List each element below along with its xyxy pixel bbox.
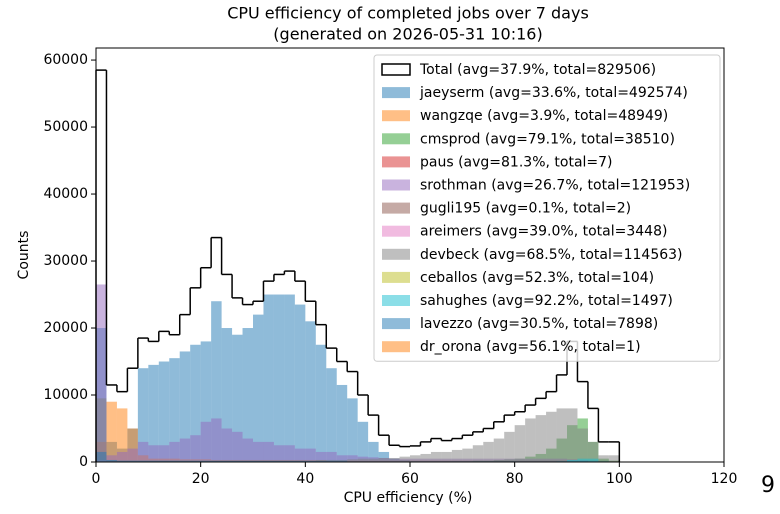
histogram-bar (504, 432, 514, 462)
histogram-bar (253, 315, 263, 462)
histogram-bar (326, 368, 336, 462)
legend-swatch (382, 87, 410, 98)
legend-swatch (382, 180, 410, 191)
histogram-bar (400, 457, 410, 462)
legend-label: wangzqe (avg=3.9%, total=48949) (420, 108, 668, 124)
histogram-bar (358, 422, 368, 462)
legend-label: sahughes (avg=92.2%, total=1497) (420, 293, 673, 309)
histogram-bar (452, 450, 462, 462)
y-tick-label: 30000 (43, 253, 88, 269)
legend-label: devbeck (avg=68.5%, total=114563) (420, 247, 683, 263)
legend-swatch (382, 226, 410, 237)
histogram-bar (567, 408, 577, 462)
y-tick-label: 50000 (43, 119, 88, 135)
histogram-bar (473, 445, 483, 462)
y-tick-label: 40000 (43, 186, 88, 202)
x-tick-label: 20 (192, 471, 210, 487)
legend-label: paus (avg=81.3%, total=7) (420, 154, 613, 170)
histogram-bar (525, 418, 535, 462)
histogram-bar (96, 452, 106, 462)
histogram-bar (138, 442, 148, 462)
histogram-bar (515, 425, 525, 462)
x-tick-label: 60 (401, 471, 419, 487)
legend-label: gugli195 (avg=0.1%, total=2) (420, 201, 631, 217)
histogram-bar (305, 321, 315, 462)
histogram-bar (316, 345, 326, 462)
x-tick-label: 0 (92, 471, 101, 487)
histogram-bar (577, 429, 587, 462)
legend-label: areimers (avg=39.0%, total=3448) (420, 224, 667, 240)
legend-label: lavezzo (avg=30.5%, total=7898) (420, 316, 658, 332)
legend-label: srothman (avg=26.7%, total=121953) (420, 178, 690, 194)
histogram-bar (295, 305, 305, 462)
histogram-bar (431, 452, 441, 462)
legend-label: cmsprod (avg=79.1%, total=38510) (420, 131, 675, 147)
legend-swatch (382, 295, 410, 306)
chart-title: CPU efficiency of completed jobs over 7 … (227, 4, 589, 23)
histogram-bar (410, 455, 420, 462)
histogram-bar (222, 429, 232, 462)
histogram-bar (588, 459, 598, 462)
chart-subtitle: (generated on 2026-05-31 10:16) (273, 25, 542, 44)
histogram-bar (284, 295, 294, 462)
legend-label: dr_orona (avg=56.1%, total=1) (420, 339, 641, 355)
y-axis-label: Counts (16, 231, 32, 280)
histogram-bar (494, 439, 504, 462)
legend-swatch (382, 272, 410, 283)
histogram-bar (159, 445, 169, 462)
histogram-bar (347, 398, 357, 462)
histogram-bar (263, 295, 273, 462)
y-tick-label: 10000 (43, 387, 88, 403)
histogram-bar (337, 385, 347, 462)
legend-swatch (382, 110, 410, 121)
histogram-bar (420, 454, 430, 462)
y-tick-label: 60000 (43, 52, 88, 68)
histogram-bar (295, 449, 305, 462)
legend-swatch (382, 64, 410, 75)
legend-label: jaeyserm (avg=33.6%, total=492574) (419, 85, 688, 101)
y-tick-label: 20000 (43, 320, 88, 336)
legend-label: Total (avg=37.9%, total=829506) (419, 62, 656, 78)
legend-swatch (382, 133, 410, 144)
histogram-bar (211, 418, 221, 462)
histogram-bar (462, 449, 472, 462)
histogram-bar (127, 449, 137, 462)
histogram-bar (305, 449, 315, 462)
histogram-bar (106, 402, 116, 462)
histogram-bar (557, 408, 567, 462)
histogram-bar (190, 435, 200, 462)
histogram-bar (243, 439, 253, 462)
histogram-bar (598, 455, 608, 462)
histogram-bar (284, 445, 294, 462)
x-tick-label: 120 (711, 471, 738, 487)
histogram-bar (263, 442, 273, 462)
histogram-bar (253, 442, 263, 462)
histogram-bar (546, 412, 556, 462)
corner-text: 9 (761, 473, 775, 498)
legend-swatch (382, 341, 410, 352)
histogram-bar (274, 445, 284, 462)
x-tick-label: 80 (506, 471, 524, 487)
histogram-bar (274, 295, 284, 462)
legend-swatch (382, 249, 410, 260)
histogram-bar (441, 452, 451, 462)
histogram-bar (180, 439, 190, 462)
histogram-bar (148, 445, 158, 462)
histogram-bar (169, 442, 179, 462)
legend-label: ceballos (avg=52.3%, total=104) (420, 270, 654, 286)
histogram-bar (536, 415, 546, 462)
y-tick-label: 0 (79, 454, 88, 470)
x-axis-label: CPU efficiency (%) (344, 490, 473, 506)
histogram-bar (609, 455, 619, 462)
x-tick-label: 40 (296, 471, 314, 487)
histogram-bar (201, 422, 211, 462)
x-tick-label: 100 (606, 471, 633, 487)
histogram-bar (232, 432, 242, 462)
histogram-bar (483, 442, 493, 462)
histogram-bar (117, 452, 127, 462)
legend-swatch (382, 156, 410, 167)
legend-swatch (382, 203, 410, 214)
legend-swatch (382, 318, 410, 329)
